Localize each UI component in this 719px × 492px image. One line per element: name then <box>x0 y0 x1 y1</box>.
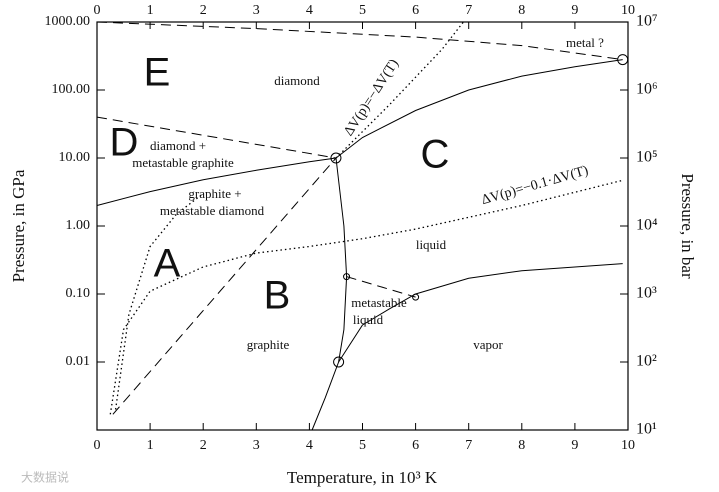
y2-tick-label: 10⁵ <box>636 149 658 166</box>
triple-point <box>412 293 420 301</box>
phase-boundary <box>96 157 337 206</box>
x-tick-label: 0 <box>94 438 101 453</box>
y-tick-label: 0.01 <box>66 354 91 369</box>
x-tick-label-top: 2 <box>200 3 207 18</box>
annotation: vapor <box>473 337 503 352</box>
y-tick-label: 0.10 <box>66 286 91 301</box>
annotation: ΔV(p)=−0.1·ΔV(T) <box>480 163 591 208</box>
y2-tick-label: 10⁴ <box>636 217 658 234</box>
phase-boundary <box>96 21 623 61</box>
x-tick-label: 1 <box>147 438 154 453</box>
x-tick-label-top: 4 <box>306 3 313 18</box>
x-axis-label: Temperature, in 10³ K <box>287 468 438 487</box>
region-letter: C <box>421 133 450 177</box>
x-tick-label-top: 3 <box>253 3 260 18</box>
phase-boundary <box>311 157 348 431</box>
annotation: liquid <box>353 312 384 327</box>
region-letter: D <box>110 121 139 165</box>
x-tick-label-top: 0 <box>94 3 101 18</box>
x-tick-label: 8 <box>518 438 525 453</box>
y2-tick-label: 10⁷ <box>636 13 658 30</box>
region-letter: B <box>264 274 291 318</box>
triple-point <box>343 273 351 281</box>
phase-boundary <box>346 276 416 298</box>
annotation: diamond + <box>150 138 206 153</box>
phase-boundary <box>112 157 337 415</box>
annotation: diamond <box>274 73 320 88</box>
y2-tick-label: 10² <box>636 353 657 370</box>
y2-tick-label: 10¹ <box>636 421 657 438</box>
y2-tick-label: 10³ <box>636 285 657 302</box>
annotation: liquid <box>416 237 447 252</box>
x-tick-label-top: 7 <box>465 3 472 18</box>
x-tick-label-top: 1 <box>147 3 154 18</box>
region-letter: A <box>154 242 181 286</box>
annotation: graphite + <box>188 186 241 201</box>
phase-boundary <box>109 179 623 415</box>
phase-boundary <box>114 193 204 410</box>
annotation: ΔV(p)=−ΔV(T) <box>341 56 402 138</box>
y-tick-label: 1.00 <box>66 218 91 233</box>
x-tick-label: 6 <box>412 438 419 453</box>
phase-boundary <box>335 59 623 159</box>
annotation: metastable graphite <box>132 155 234 170</box>
region-letter: E <box>144 51 171 95</box>
triple-point <box>330 152 342 164</box>
y-tick-label: 100.00 <box>52 82 91 97</box>
annotation: graphite <box>247 337 290 352</box>
y-axis-label: Pressure, in GPa <box>9 169 28 282</box>
annotation: metal ? <box>566 35 604 50</box>
annotation: metastable <box>351 295 407 310</box>
y-tick-label: 1000.00 <box>45 14 91 29</box>
x-tick-label: 2 <box>200 438 207 453</box>
x-tick-label: 3 <box>253 438 260 453</box>
x-tick-label-top: 9 <box>571 3 578 18</box>
triple-point <box>333 356 345 368</box>
annotation: 大数据说 <box>21 470 69 485</box>
y2-axis-label: Pressure, in bar <box>678 173 697 279</box>
x-tick-label-top: 6 <box>412 3 419 18</box>
triple-point <box>617 54 629 66</box>
annotation: metastable diamond <box>160 203 265 218</box>
phase-boundary <box>96 116 337 159</box>
y-tick-label: 10.00 <box>59 150 91 165</box>
y2-tick-label: 10⁶ <box>636 81 658 98</box>
x-tick-label-top: 5 <box>359 3 366 18</box>
x-tick-label-top: 10 <box>621 3 635 18</box>
plot-frame <box>96 21 629 431</box>
x-tick-label: 4 <box>306 438 313 453</box>
x-tick-label: 10 <box>621 438 635 453</box>
x-tick-label: 7 <box>465 438 472 453</box>
x-tick-label-top: 8 <box>518 3 525 18</box>
phase-boundary <box>335 21 464 159</box>
x-tick-label: 5 <box>359 438 366 453</box>
x-tick-label: 9 <box>571 438 578 453</box>
